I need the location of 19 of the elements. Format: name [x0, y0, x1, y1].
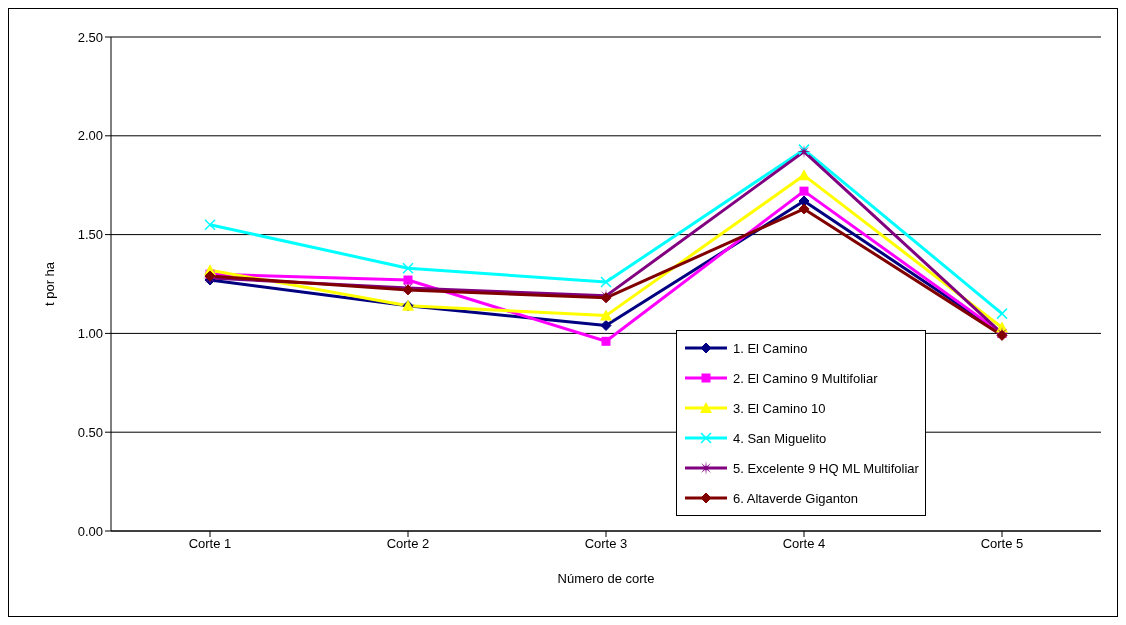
- y-tick-label: 2.50: [77, 29, 103, 45]
- x-tick-label: Corte 1: [188, 536, 232, 552]
- y-tick-label: 1.00: [77, 326, 103, 342]
- x-tick-label: Corte 5: [980, 536, 1024, 552]
- x-axis-title: Número de corte: [557, 571, 655, 586]
- y-tick-label: 1.50: [77, 227, 103, 243]
- y-tick-label: 0.50: [77, 424, 103, 440]
- legend-label: 1. El Camino: [733, 340, 808, 356]
- y-tick-label: 2.00: [77, 128, 103, 144]
- y-axis-title: t por ha: [41, 261, 57, 307]
- x-tick-label: Corte 2: [386, 536, 430, 552]
- y-tick-label: 0.00: [77, 523, 103, 539]
- legend-label: 5. Excelente 9 HQ ML Multifoliar: [733, 460, 919, 476]
- legend-label: 4. San Miguelito: [733, 430, 827, 446]
- legend-label: 3. El Camino 10: [733, 400, 826, 416]
- x-tick-label: Corte 4: [782, 536, 826, 552]
- legend-label: 6. Altaverde Giganton: [733, 490, 859, 506]
- x-tick-label: Corte 3: [584, 536, 628, 552]
- legend-label: 2. El Camino 9 Multifoliar: [733, 370, 878, 386]
